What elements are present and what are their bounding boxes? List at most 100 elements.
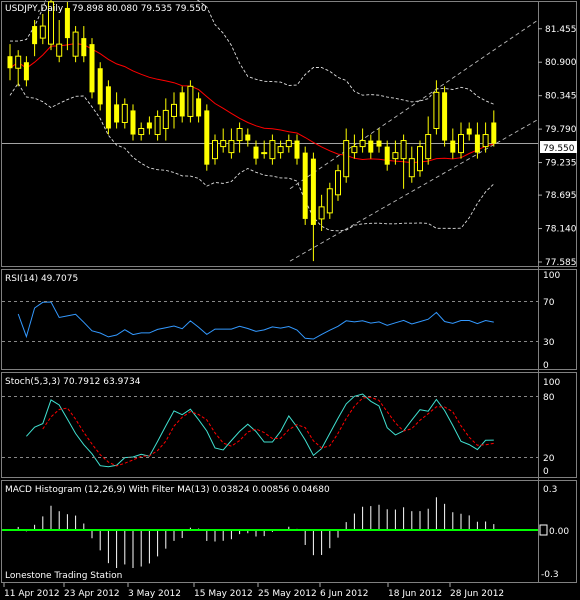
candle-body-up [171,103,177,117]
x-tick-label: 3 May 2012 [128,589,181,599]
candle-body-up [482,134,489,148]
stoch-main-line [26,393,494,468]
candle-body-down [310,158,316,225]
candle-body-up [392,152,399,160]
candle-body-down [130,110,136,135]
candle-body-down [32,26,38,45]
stoch-panel-border [1,372,577,478]
rsi-label: RSI(14) 49.7075 [5,274,78,284]
candle-body-down [376,140,382,147]
candle-body-down [474,134,480,153]
candle-body-down [64,7,70,39]
candle-body-down [81,38,87,57]
candle-body-down [204,110,210,165]
x-tick-label: 15 May 2012 [194,589,253,599]
price-tick-label: 80.900 [545,58,577,68]
candle-body-up [277,146,284,154]
stoch-panel[interactable] [26,393,494,468]
channel-upper-line [289,19,539,190]
candle-body-up [236,128,243,142]
current-price-value: 79.550 [543,144,575,154]
candle-body-up [318,206,325,220]
macd-panel[interactable] [2,497,538,568]
candle-body-up [335,170,341,196]
macd-label: MACD Histogram (12,26,9) With Filter MA(… [5,485,330,495]
candle-body-down [114,104,120,123]
candle-body-down [384,146,390,165]
candle-body-down [368,140,374,153]
candle-body-up [212,140,218,160]
x-tick-label: 6 Jun 2012 [320,589,368,599]
current-price-tag [540,141,577,153]
candle-body-up [187,85,194,117]
channel-lower-line [289,119,539,262]
rsi-level-30: 30 [543,338,555,348]
candle-body-up [417,146,423,172]
candle-body-up [15,55,22,69]
candle-body-up [261,152,268,155]
price-panel[interactable] [2,0,539,262]
moving-average-line [9,42,494,164]
price-tick-label: 78.140 [545,225,577,235]
macd-tick-bottom: -0.3 [541,570,559,580]
stoch-tick-80: 80 [543,393,555,403]
price-tick-label: 79.790 [545,125,577,135]
x-tick-label: 23 Apr 2012 [64,589,120,599]
rsi-line [17,301,494,340]
candle-body-up [48,1,54,45]
candle-body-down [253,146,259,159]
candle-body-up [458,134,464,154]
candle-body-up [400,140,407,160]
candle-body-down [179,92,185,117]
rsi-panel[interactable] [17,301,494,340]
candle-body-up [39,25,46,39]
candle-body-down [97,68,103,105]
rsi-level-70: 70 [543,298,555,308]
candle-body-up [343,140,350,178]
candle-body-up [359,140,366,148]
candle-body-up [228,140,235,154]
macd-tick-top: 0.3 [543,485,557,495]
candle-body-up [285,140,292,148]
rsi-min-label: 0 [543,361,549,371]
candle-body-down [466,128,472,135]
candle-body-down [294,140,300,159]
candle-body-up [408,158,415,178]
watermark: Lonestone Trading Station [5,571,122,581]
candle-body-up [138,128,145,136]
x-tick-label: 18 Jun 2012 [388,589,442,599]
candle-body-down [491,122,497,144]
price-panel-border [1,1,577,267]
ohlc-label: 79.898 80.080 79.535 79.550 [72,4,207,14]
price-tick-label: 81.455 [545,25,577,35]
candle-body-down [302,152,308,219]
candle-body-up [72,31,79,57]
stoch-tick-0: 0 [543,467,549,477]
candle-body-up [433,91,440,130]
candle-body-up [326,188,333,214]
candle-body-down [105,86,111,129]
stoch-label: Stoch(5,3,3) 70.7912 63.9734 [5,377,141,387]
x-axis: 11 Apr 2012 23 Apr 2012 3 May 2012 15 May 2… [3,583,504,599]
candle-body-up [121,103,128,123]
candle-body-up [269,140,276,160]
macd-value-marker [539,524,548,536]
price-tick-label: 80.345 [545,92,577,102]
candle-body-down [245,134,251,141]
macd-panel-border [1,480,577,583]
candle-body-down [442,92,448,141]
candle-body-up [425,134,432,160]
candle-body-up [220,140,227,148]
candle-body-down [146,122,152,129]
candle-body-up [162,109,169,130]
upper-band-line [10,0,494,105]
stoch-tick-20: 20 [543,454,555,464]
x-tick-label: 28 Jun 2012 [450,589,504,599]
stoch-signal-line [42,396,494,467]
candle-body-down [196,98,202,117]
lower-band-line [9,82,495,232]
rsi-max-label: 100 [543,271,560,281]
candle-body-up [351,146,358,154]
symbol-label: USDJPY,Daily [5,4,64,14]
